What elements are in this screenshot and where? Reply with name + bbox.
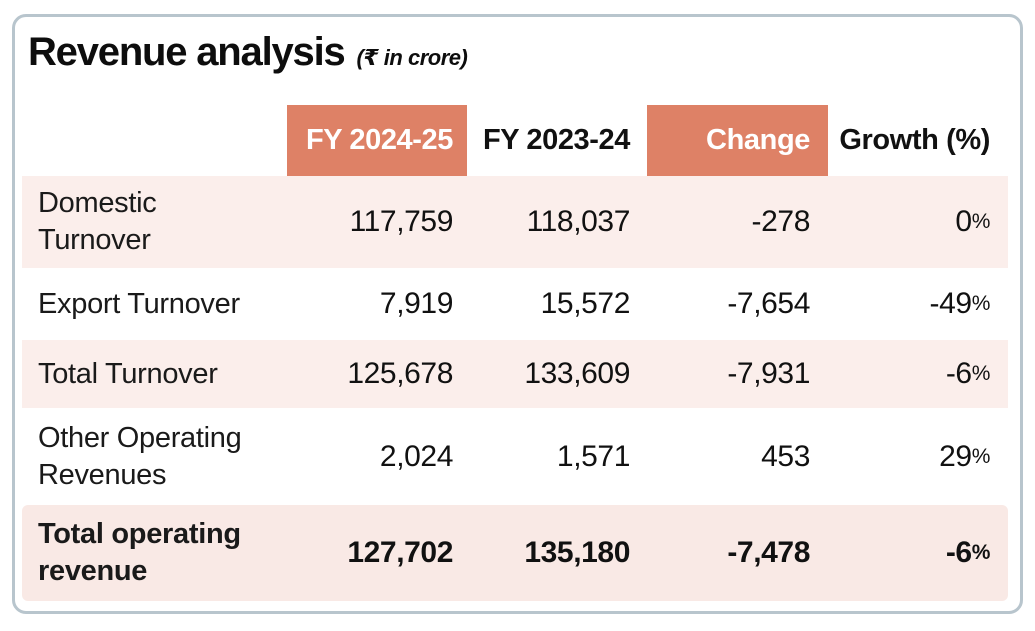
row-value-change: -7,478 xyxy=(727,536,810,569)
header-cell-fy-2024-25: FY 2024-25 xyxy=(287,105,467,176)
row-value-change: -278 xyxy=(751,205,811,238)
currency-unit-note: (₹ in crore) xyxy=(356,45,468,70)
row-value-change: 453 xyxy=(761,439,810,473)
row-value-fy-2024-25: 117,759 xyxy=(349,205,454,238)
table-row: Total operating revenue 127,702 135,180 … xyxy=(22,505,1008,601)
row-value-fy-2024-25: 2,024 xyxy=(379,439,453,473)
header-cell-empty xyxy=(22,105,287,176)
table-row: Total Turnover 125,678 133,609 -7,931 -6… xyxy=(22,340,1008,408)
row-label: Total operating revenue xyxy=(38,518,241,587)
row-label: Total Turnover xyxy=(38,357,218,390)
page-title: Revenue analysis xyxy=(28,30,346,74)
row-label: Export Turnover xyxy=(38,287,240,320)
revenue-table: FY 2024-25 FY 2023-24 Change Growth (%) … xyxy=(22,105,1008,601)
row-value-fy-2024-25: 125,678 xyxy=(347,357,453,390)
percent-sign: % xyxy=(971,362,991,385)
row-label: Other Operating Revenues xyxy=(38,421,242,491)
row-value-fy-2023-24: 15,572 xyxy=(540,287,631,320)
row-value-growth: 0% xyxy=(955,205,991,238)
row-value-change: -7,931 xyxy=(727,357,810,390)
row-value-growth: 29% xyxy=(939,439,991,473)
header-cell-growth: Growth (%) xyxy=(839,124,990,156)
row-value-change: -7,654 xyxy=(727,287,810,320)
table-row: Export Turnover 7,919 15,572 -7,654 -49% xyxy=(22,268,1008,340)
table-row: Domestic Turnover 117,759 118,037 -278 0… xyxy=(22,176,1008,268)
row-value-fy-2023-24: 133,609 xyxy=(524,357,630,390)
percent-sign: % xyxy=(971,292,991,315)
row-value-fy-2023-24: 135,180 xyxy=(524,536,630,569)
table-header-row: FY 2024-25 FY 2023-24 Change Growth (%) xyxy=(22,105,1008,176)
row-value-growth: -6% xyxy=(945,357,991,390)
percent-sign: % xyxy=(971,444,991,468)
row-value-fy-2024-25: 127,702 xyxy=(347,536,453,569)
card-title-row: Revenue analysis (₹ in crore) xyxy=(28,30,1020,74)
row-label: Domestic Turnover xyxy=(38,187,157,256)
row-value-fy-2024-25: 7,919 xyxy=(379,287,453,320)
row-value-growth: -6% xyxy=(945,536,991,569)
percent-sign: % xyxy=(971,210,991,233)
table-row: Other Operating Revenues 2,024 1,571 453… xyxy=(22,408,1008,505)
header-cell-fy-2023-24: FY 2023-24 xyxy=(482,124,630,156)
row-value-fy-2023-24: 118,037 xyxy=(526,205,631,238)
percent-sign: % xyxy=(971,541,991,564)
row-value-growth: -49% xyxy=(929,287,991,320)
revenue-analysis-card: Revenue analysis (₹ in crore) FY 2024-25… xyxy=(12,14,1023,614)
table-body: Domestic Turnover 117,759 118,037 -278 0… xyxy=(22,176,1008,601)
header-cell-change: Change xyxy=(647,105,828,176)
row-value-fy-2023-24: 1,571 xyxy=(556,439,630,473)
